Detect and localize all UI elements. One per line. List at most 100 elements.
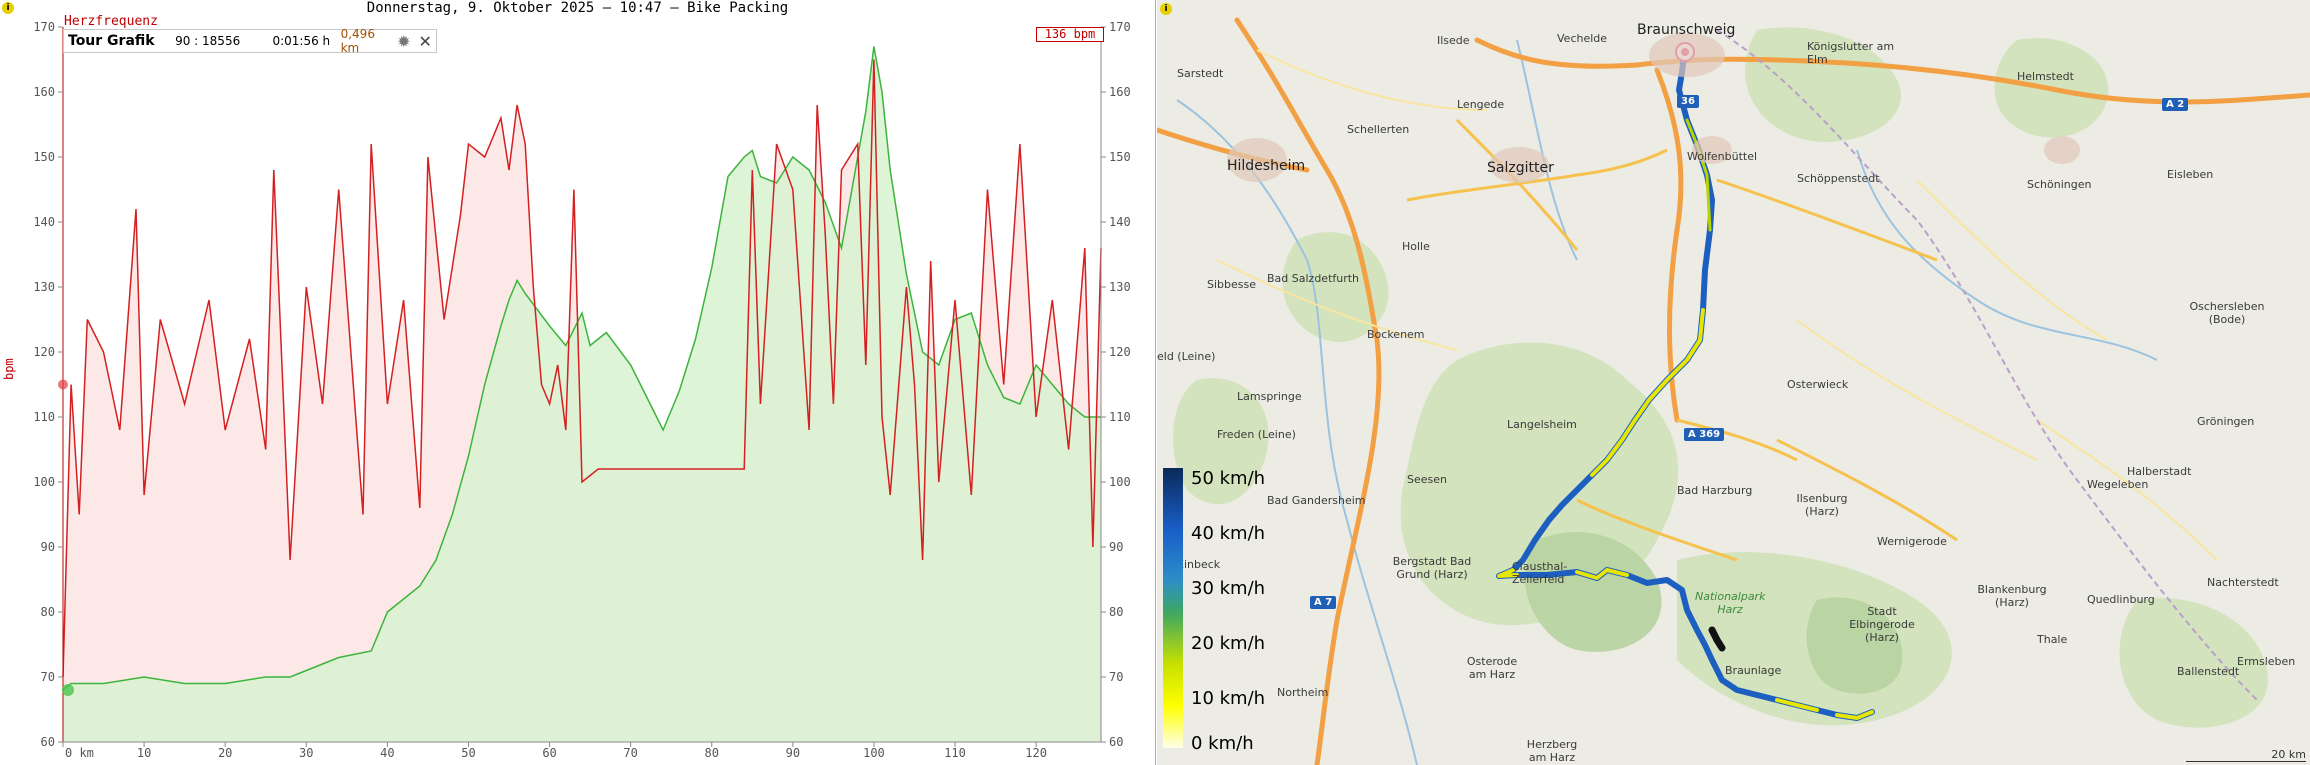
- y-tick-label-right: 60: [1109, 735, 1123, 749]
- motorway-shield-a2: A 2: [2162, 98, 2189, 111]
- x-tick-label: 70: [623, 746, 637, 760]
- legend-label-40: 40 km/h: [1191, 523, 1266, 544]
- tour-graphic-toolbar: Tour Grafik 90 : 18556 0:01:56 h 0,496 k…: [63, 27, 437, 55]
- altitude-area: [63, 46, 1101, 742]
- place-einbeck: Einbeck: [1177, 558, 1221, 571]
- map-info-icon[interactable]: i: [1160, 3, 1172, 15]
- y-tick-label-left: 160: [33, 85, 55, 99]
- place-halberstadt: Halberstadt: [2127, 465, 2192, 478]
- x-tick-label: 100: [863, 746, 885, 760]
- heart-rate-line: [62, 59, 1102, 678]
- place-ilsede: Ilsede: [1437, 34, 1470, 47]
- x-tick-label: 40: [380, 746, 394, 760]
- legend-label-0: 0 km/h: [1191, 733, 1254, 754]
- place-bad-harzburg: Bad Harzburg: [1677, 484, 1753, 497]
- place-ilsenburg: Ilsenburg (Harz): [1796, 492, 1848, 518]
- chart-plot[interactable]: 60 70 80 90 100 110 120 130 140 150 160 170 60 70 80 9…: [0, 0, 1155, 765]
- place-stadt-elbingerode: Stadt Elbingerode (Harz): [1849, 605, 1915, 644]
- x-tick-label: 50: [461, 746, 475, 760]
- info-icon[interactable]: i: [2, 2, 14, 14]
- place-sibbesse: Sibbesse: [1207, 278, 1257, 291]
- legend-label-20: 20 km/h: [1191, 633, 1266, 654]
- cursor-readout: 136 bpm: [1036, 27, 1104, 42]
- place-oschersleben: Oschersleben (Bode): [2189, 300, 2265, 326]
- x-tick-label: 90: [786, 746, 800, 760]
- place-lengede: Lengede: [1457, 98, 1505, 111]
- x-tick-label: 120: [1025, 746, 1047, 760]
- map-canvas[interactable]: [1157, 0, 2310, 765]
- heart-rate-start-marker: [58, 379, 68, 390]
- place-northeim: Northeim: [1277, 686, 1329, 699]
- x-tick-label: 110: [944, 746, 966, 760]
- map-scale: 20 km: [2186, 748, 2306, 762]
- y-tick-label-right: 160: [1109, 85, 1131, 99]
- y-axis-unit-label: bpm: [2, 358, 16, 380]
- toolbar-distance: 0,496 km: [340, 27, 375, 55]
- place-schoeppenstedt: Schöppenstedt: [1797, 172, 1880, 185]
- place-thale: Thale: [2037, 633, 2068, 646]
- place-holle: Holle: [1402, 240, 1430, 253]
- place-wernigerode: Wernigerode: [1877, 535, 1947, 548]
- speed-legend: 50 km/h 40 km/h 30 km/h 20 km/h 10 km/h …: [1163, 468, 1265, 758]
- y-tick-label-left: 60: [41, 735, 55, 749]
- y-tick-label-left: 120: [33, 345, 55, 359]
- place-elze: eld (Leine): [1157, 350, 1216, 363]
- x-tick-label: 30: [299, 746, 313, 760]
- place-osterwieck: Osterwieck: [1787, 378, 1849, 391]
- x-tick-label: 80: [705, 746, 719, 760]
- y-tick-label-left: 90: [41, 540, 55, 554]
- x-tick-label: 0 km: [65, 746, 94, 760]
- place-hildesheim: Hildesheim: [1227, 158, 1306, 174]
- chart-title: Donnerstag, 9. Oktober 2025 – 10:47 – Bi…: [366, 0, 789, 16]
- place-quedlinburg: Quedlinburg: [2087, 593, 2155, 606]
- place-bergstadt: Bergstadt Bad Grund (Harz): [1392, 555, 1472, 581]
- y-tick-label-left: 100: [33, 475, 55, 489]
- y-tick-label-left: 170: [33, 20, 55, 34]
- legend-label-50: 50 km/h: [1191, 468, 1266, 489]
- metric-label: Herzfrequenz: [64, 14, 158, 29]
- y-tick-label-left: 80: [41, 605, 55, 619]
- close-icon[interactable]: ✕: [418, 31, 432, 51]
- motorway-shield-a369: A 369: [1684, 428, 1725, 441]
- x-tick-label: 60: [542, 746, 556, 760]
- route-map-panel[interactable]: i Braunschweig Hildesheim Salzgitter Hel…: [1157, 0, 2310, 765]
- place-freden: Freden (Leine): [1217, 428, 1296, 441]
- place-wolfenbuettel: Wolfenbüttel: [1687, 150, 1758, 163]
- y-tick-label-right: 90: [1109, 540, 1123, 554]
- place-braunschweig: Braunschweig: [1637, 22, 1736, 38]
- place-langelsheim: Langelsheim: [1507, 418, 1577, 431]
- y-tick-label-right: 170: [1109, 20, 1131, 34]
- toolbar-ratio: 90 : 18556: [175, 34, 241, 48]
- x-tick-label: 20: [218, 746, 232, 760]
- place-seesen: Seesen: [1407, 473, 1447, 486]
- y-tick-label-left: 110: [33, 410, 55, 424]
- place-osterode: Osterode am Harz: [1466, 655, 1518, 681]
- y-tick-label-right: 100: [1109, 475, 1131, 489]
- legend-label-10: 10 km/h: [1191, 688, 1266, 709]
- legend-label-30: 30 km/h: [1191, 578, 1266, 599]
- y-tick-label-left: 150: [33, 150, 55, 164]
- place-bad-salzdetfurth: Bad Salzdetfurth: [1267, 272, 1360, 285]
- place-bockenem: Bockenem: [1367, 328, 1425, 341]
- place-blankenburg: Blankenburg (Harz): [1977, 583, 2047, 609]
- heart-rate-chart-panel: Donnerstag, 9. Oktober 2025 – 10:47 – Bi…: [0, 0, 1156, 765]
- place-clausthal: Clausthal-Zellerfeld: [1512, 560, 1568, 586]
- place-ballenstedt: Ballenstedt: [2177, 665, 2240, 678]
- y-tick-label-right: 140: [1109, 215, 1131, 229]
- y-tick-label-right: 70: [1109, 670, 1123, 684]
- place-groeningen: Gröningen: [2197, 415, 2255, 428]
- speed-gradient-bar: [1163, 468, 1183, 748]
- place-ermsleben: Ermsleben: [2237, 655, 2296, 668]
- gear-icon[interactable]: ✹: [397, 31, 411, 51]
- altitude-start-marker: [62, 684, 74, 696]
- y-tick-label-right: 150: [1109, 150, 1131, 164]
- place-lamspringe: Lamspringe: [1237, 390, 1302, 403]
- y-tick-label-left: 140: [33, 215, 55, 229]
- place-wegeleben: Wegeleben: [2087, 478, 2149, 491]
- place-nachterstedt: Nachterstedt: [2207, 576, 2279, 589]
- place-eisleben: Eisleben: [2167, 168, 2214, 181]
- place-helmstedt: Helmstedt: [2017, 70, 2074, 83]
- place-bad-gandersheim: Bad Gandersheim: [1267, 494, 1366, 507]
- y-tick-label-right: 80: [1109, 605, 1123, 619]
- place-salzgitter: Salzgitter: [1487, 160, 1554, 176]
